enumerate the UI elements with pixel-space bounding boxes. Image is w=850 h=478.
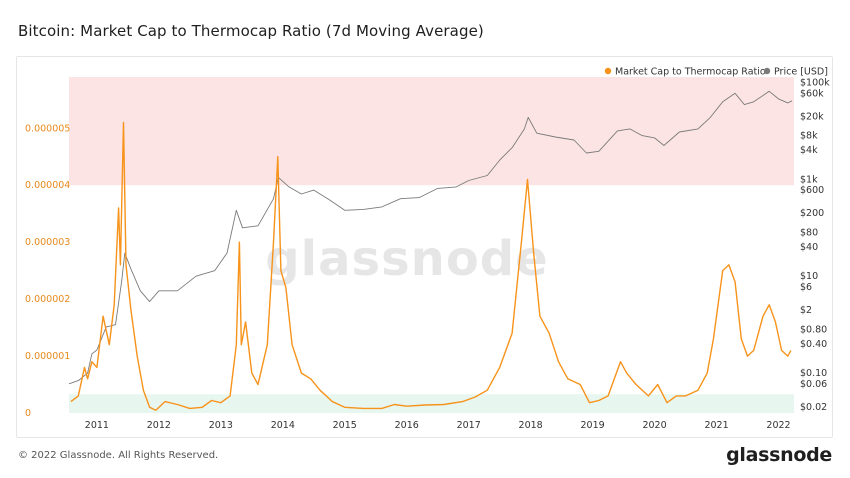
ratio-series-line[interactable] [70, 121, 792, 411]
right-axis-tick: $60k [800, 88, 824, 99]
x-axis-tick: 2014 [271, 420, 295, 431]
left-axis-tick: 0 [25, 408, 31, 419]
right-axis-tick: $20k [800, 111, 824, 122]
watermark: glassnode [265, 231, 548, 287]
right-axis-tick: $0.06 [800, 379, 827, 390]
legend-ratio-label[interactable]: Market Cap to Thermocap Ratio [615, 67, 766, 78]
right-axis-tick: $40 [800, 242, 818, 253]
price-series-line[interactable] [68, 90, 793, 385]
footer-brand-logo: glassnode [726, 444, 832, 466]
left-axis-tick: 0.000003 [25, 237, 70, 248]
x-axis-tick: 2011 [85, 420, 109, 431]
right-axis-tick: $80 [800, 228, 818, 239]
left-axis-tick: 0.000001 [25, 351, 70, 362]
left-axis-tick: 0.000005 [25, 123, 70, 134]
right-axis-tick: $0.80 [800, 324, 827, 335]
right-axis-tick: $4k [800, 145, 818, 156]
right-axis-tick: $600 [800, 185, 824, 196]
x-axis-tick: 2013 [209, 420, 233, 431]
footer-copyright: © 2022 Glassnode. All Rights Reserved. [18, 450, 219, 461]
chart-panel: glassnode 0 0.000001 0.000002 0.000003 0.000… [16, 56, 833, 438]
x-axis-tick: 2017 [457, 420, 481, 431]
band-lower [69, 394, 794, 413]
left-axis-tick: 0.000004 [25, 180, 70, 191]
chart-plot: glassnode 0 0.000001 0.000002 0.000003 0.000… [25, 67, 830, 432]
legend-price-label[interactable]: Price [USD] [774, 67, 828, 78]
x-axis-tick: 2021 [704, 420, 728, 431]
x-axis-tick: 2022 [766, 420, 790, 431]
right-axis-tick: $0.02 [800, 402, 827, 413]
left-axis-tick: 0.000002 [25, 294, 70, 305]
chart-title: Bitcoin: Market Cap to Thermocap Ratio (… [18, 22, 484, 40]
right-axis-tick: $6 [800, 282, 812, 293]
x-axis-tick: 2020 [642, 420, 666, 431]
x-axis-tick: 2019 [581, 420, 605, 431]
right-axis-tick: $0.10 [800, 368, 827, 379]
x-axis-tick: 2018 [519, 420, 543, 431]
right-axis-tick: $1k [800, 174, 818, 185]
legend-price-swatch [763, 67, 771, 75]
legend-ratio-swatch [604, 67, 612, 75]
chart-legend: Market Cap to Thermocap Ratio Price [USD… [604, 67, 828, 78]
right-axis-tick: $10 [800, 271, 818, 282]
x-axis-tick: 2016 [395, 420, 419, 431]
right-axis-tick: $8k [800, 131, 818, 142]
band-upper [69, 77, 794, 186]
x-axis-tick: 2012 [147, 420, 171, 431]
right-axis-tick: $200 [800, 208, 824, 219]
right-axis-tick: $2 [800, 305, 812, 316]
right-axis-tick: $0.40 [800, 339, 827, 350]
x-axis-tick: 2015 [333, 420, 357, 431]
right-axis-tick: $100k [800, 78, 830, 89]
